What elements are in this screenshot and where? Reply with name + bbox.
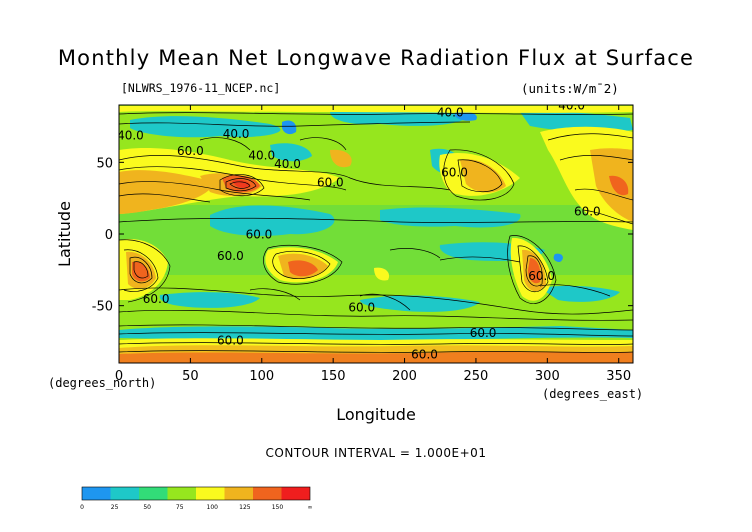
- x-tick-label: 200: [392, 369, 417, 384]
- contour-label: 60.0: [574, 204, 601, 218]
- colorbar-label: 150: [272, 504, 284, 511]
- contour-label: 60.0: [143, 292, 170, 306]
- x-tick-label: 250: [464, 369, 489, 384]
- contour-label: 60.0: [470, 326, 497, 340]
- colorbar-label: 75: [176, 504, 184, 511]
- x-tick-label: 150: [321, 369, 346, 384]
- contour-interval-label: CONTOUR INTERVAL = 1.000E+01: [265, 446, 487, 460]
- contour-label: 40.0: [437, 105, 464, 119]
- contour-label: 60.0: [528, 269, 555, 283]
- colorbar-label: 50: [143, 504, 151, 511]
- contour-label: 60.0: [217, 249, 244, 263]
- colorbar-swatch: [224, 487, 253, 500]
- contour-label: 40.0: [223, 127, 250, 141]
- contour-label: 60.0: [217, 333, 244, 347]
- chart-title: Monthly Mean Net Longwave Radiation Flux…: [57, 46, 695, 70]
- colorbar-swatch: [82, 487, 111, 500]
- y-axis: 50 0 -50: [92, 156, 633, 315]
- contour-label: 60.0: [177, 144, 204, 158]
- contour-label: 60.0: [411, 348, 438, 362]
- x-tick-label: 100: [249, 369, 274, 384]
- y-axis-title: Latitude: [55, 201, 74, 267]
- contour-label: 40.0: [117, 128, 144, 142]
- colorbar-label: 100: [207, 504, 219, 511]
- x-tick-label: 300: [535, 369, 560, 384]
- x-tick-label: 50: [182, 369, 199, 384]
- x-tick-label: 0: [115, 369, 123, 384]
- contour-labels: 40.060.040.040.040.060.060.060.060.060.0…: [117, 98, 601, 362]
- colorbar-label: ∞: [308, 504, 313, 511]
- heatmap-field: 40.060.040.040.040.060.060.060.060.060.0…: [117, 98, 633, 363]
- contour-label: 60.0: [246, 227, 273, 241]
- y-tick-label: 50: [96, 156, 113, 171]
- colorbar-label: 0: [80, 504, 84, 511]
- x-sublabel-left: (degrees_north): [48, 376, 156, 390]
- contour-label: 60.0: [441, 166, 468, 180]
- units-label: (units:W/m¯2): [521, 81, 619, 96]
- colorbar-swatch: [253, 487, 282, 500]
- contour-label: 40.0: [274, 157, 301, 171]
- x-sublabel-right: (degrees_east): [542, 387, 643, 401]
- colorbar-swatch: [196, 487, 225, 500]
- colorbar-swatch: [139, 487, 168, 500]
- colorbar-swatch: [110, 487, 139, 500]
- x-tick-label: 350: [606, 369, 631, 384]
- colorbar-swatch: [167, 487, 196, 500]
- y-tick-label: 0: [105, 228, 113, 243]
- colorbar: 0 25 50 75 100 125 150 ∞: [80, 486, 313, 511]
- x-axis: 0 50 100 150 200 250 300 350: [115, 105, 631, 384]
- colorbar-label: 25: [111, 504, 119, 511]
- contour-label: 40.0: [558, 98, 585, 112]
- contour-label: 40.0: [248, 148, 275, 162]
- x-axis-title: Longitude: [336, 405, 416, 424]
- file-name-label: [NLWRS_1976-11_NCEP.nc]: [121, 81, 281, 95]
- y-tick-label: -50: [92, 300, 113, 315]
- contour-lines: [119, 112, 633, 353]
- colorbar-label: 125: [239, 504, 251, 511]
- contour-label: 60.0: [317, 176, 344, 190]
- contour-label: 60.0: [348, 300, 375, 314]
- colorbar-frame: [81, 486, 311, 501]
- colorbar-swatch: [281, 487, 310, 500]
